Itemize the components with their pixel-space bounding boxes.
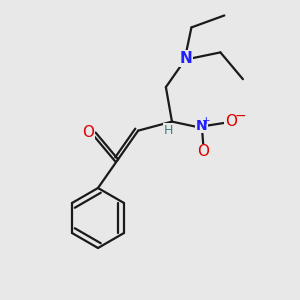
Text: O: O <box>197 144 209 159</box>
Text: −: − <box>234 109 246 123</box>
Text: O: O <box>225 114 237 129</box>
Text: N: N <box>195 119 207 133</box>
Text: +: + <box>202 116 211 126</box>
Text: O: O <box>82 125 94 140</box>
Text: N: N <box>180 51 192 66</box>
Text: H: H <box>163 124 172 137</box>
